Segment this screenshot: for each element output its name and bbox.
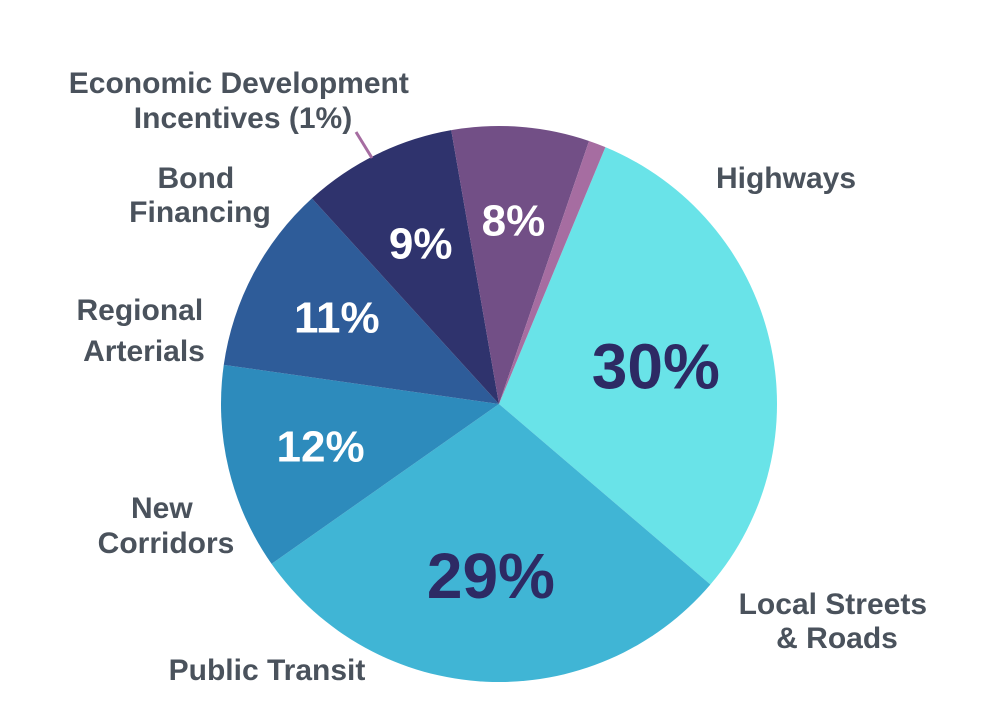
pie-slice-regional-arterials (311, 130, 499, 404)
pie-slice-public-transit (220, 364, 499, 564)
pie-value-label-bond-financing: 8% (482, 197, 546, 246)
pie-value-label-new-corridors: 11% (294, 294, 380, 343)
label-local-streets-roads: Local Streets & Roads (739, 588, 936, 655)
label-new-corridors: New Corridors (98, 492, 235, 560)
pie-slice-economic-development-incentives-1 (499, 140, 606, 405)
label-bond-financing: Bond Financing (129, 162, 271, 229)
pie-slices (220, 126, 778, 683)
pie-slice-bond-financing (451, 126, 590, 404)
pie-value-label-local-streets-roads: 29% (427, 540, 555, 612)
economic-development-leader-line (354, 131, 374, 159)
pie-value-label-highways: 30% (592, 330, 720, 402)
pie-slice-local-streets-roads (271, 404, 711, 683)
pie-value-label-regional-arterials: 9% (389, 220, 453, 269)
label-public-transit: Public Transit (169, 654, 366, 687)
pie-slice-highways (499, 147, 778, 585)
label-highways: Highways (716, 162, 856, 195)
label-regional-arterials: Regional Arterials (76, 294, 211, 368)
label-economic-development-incentives: Economic Development Incentives (1%) (69, 67, 417, 135)
pie-slice-new-corridors (223, 198, 499, 404)
pie-value-labels: 30% 29% 12% 11%9% 8% (277, 197, 720, 613)
pie-value-label-public-transit: 12% (277, 422, 365, 471)
